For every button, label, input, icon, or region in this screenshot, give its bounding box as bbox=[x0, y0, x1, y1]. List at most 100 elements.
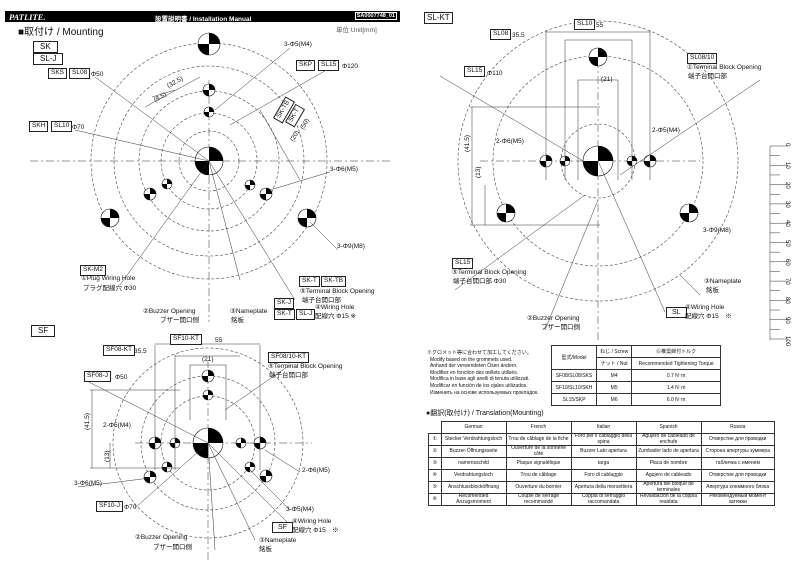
drawing-line bbox=[94, 76, 210, 162]
hole-quadrant bbox=[250, 180, 255, 185]
drawing-line bbox=[224, 364, 291, 411]
ruler-tick-label: 20 bbox=[784, 181, 790, 189]
drawing-line bbox=[259, 109, 301, 181]
label-terminal-block-2: ⑤Terminal Block Opening bbox=[452, 269, 527, 276]
cell-translation: Couple de serrage recommandé bbox=[505, 493, 572, 506]
cell-torque: 0.7 N･m bbox=[631, 369, 721, 382]
table-row: ⑥ Recomended Anzugsmoment Couple de serrag… bbox=[428, 493, 775, 506]
translation-title: ●翻訳(取付け) / Translation(Mounting) bbox=[426, 410, 544, 417]
dim-3phi9-m8: 3-Φ9(M8) bbox=[337, 243, 365, 250]
table-row: ③ namensschild Plaque signalétique targa Pla… bbox=[428, 457, 775, 470]
ruler-tick-label: 10 bbox=[784, 162, 790, 169]
label-terminal-block-2-jp: 端子台開口部 Φ30 bbox=[453, 278, 507, 285]
ruler-tick-label: 50 bbox=[784, 239, 790, 247]
label-nameplate: ③Nameplate bbox=[704, 278, 742, 285]
dim-3phi5-m4: 3-Φ5(M4) bbox=[284, 41, 312, 48]
dim-35-5: 35.5 bbox=[512, 32, 525, 39]
hole-quadrant bbox=[298, 218, 307, 227]
hole-quadrant bbox=[644, 161, 650, 167]
cell-translation: табличка с именем bbox=[700, 457, 775, 470]
torque-table: 型式/Model ねじ / Screw ⑥推奨締付トルク ナット / Nut Reco… bbox=[551, 345, 721, 406]
hole-quadrant bbox=[101, 218, 110, 227]
tag-skp: SKP bbox=[296, 60, 316, 71]
hole-quadrant bbox=[208, 370, 214, 376]
th-model: 型式/Model bbox=[551, 345, 597, 370]
label-terminal-block: ①Terminal Block Opening bbox=[687, 64, 762, 71]
cell-translation: Stecker Verdrahtungsloch bbox=[440, 433, 507, 446]
cell-translation: Апертура клеммного блока bbox=[700, 481, 775, 494]
dim-phi120: Φ120 bbox=[342, 63, 359, 70]
cell-translation: Foro per il cablaggio della spina bbox=[570, 433, 637, 446]
cell-translation: Trou de câblage bbox=[505, 469, 572, 482]
tag-sl08: SL08 bbox=[69, 68, 91, 79]
hole-quadrant bbox=[203, 395, 208, 400]
cell-translation: Apertura del bloque de terminales bbox=[635, 481, 702, 494]
dashed-circle bbox=[492, 55, 704, 267]
hole-quadrant bbox=[110, 209, 119, 218]
cell-translation: Agujero de cableado bbox=[635, 469, 702, 482]
dim-phi70: Φ70 bbox=[124, 504, 137, 511]
table-row: ⑤ Anschlussblocköffnung Ouverture du borni… bbox=[428, 481, 775, 494]
table-row: ① Stecker Verdrahtungsloch Trou de câblage… bbox=[428, 433, 775, 446]
cell-screw: M6 bbox=[595, 393, 633, 406]
hole-quadrant bbox=[241, 438, 246, 443]
th-french: French bbox=[505, 421, 572, 434]
table-row: SL15/SKP M6 6.0 N･m bbox=[551, 393, 721, 406]
hole-quadrant bbox=[565, 156, 570, 161]
hole-quadrant bbox=[260, 476, 266, 482]
note-line: ※グロメット等に合わせて加工してください。 bbox=[427, 350, 532, 356]
dashed-circle bbox=[113, 65, 305, 257]
brand-logo: PATLITE. bbox=[9, 12, 46, 22]
section-title: ■取付け / Mounting bbox=[18, 27, 104, 38]
hole-quadrant bbox=[167, 179, 172, 184]
tag-sl15: SL15 bbox=[464, 66, 486, 77]
label-wiring-hole: ④Wiring Hole bbox=[292, 518, 332, 525]
drawing-line bbox=[454, 194, 586, 291]
row-number: ⑤ bbox=[428, 481, 442, 494]
hole-quadrant bbox=[260, 194, 266, 200]
tag-sf0810kt: SF08/10-KT bbox=[268, 352, 310, 363]
hole-quadrant bbox=[266, 470, 272, 476]
unit-label: 単位 Unit[mm] bbox=[336, 27, 377, 34]
label-buzzer-opening: ②Buzzer Opening bbox=[143, 308, 196, 315]
dim-3phi6-m5: 3-Φ6(M5) bbox=[330, 166, 358, 173]
note-line: Modifiez en fonction des œillets utilisé… bbox=[430, 369, 519, 376]
th-italian: Italian bbox=[570, 421, 637, 434]
drawing-line bbox=[309, 221, 339, 251]
hole-quadrant bbox=[598, 48, 607, 57]
note-line: Modifica in base agli anelli di tenuta u… bbox=[430, 376, 530, 383]
hole-quadrant bbox=[208, 390, 213, 395]
label-terminal-block: ⑤Terminal Block Opening bbox=[300, 288, 375, 295]
label-buzzer-opening: ②Buzzer Opening bbox=[135, 534, 188, 541]
dim-13: (13) bbox=[475, 166, 482, 178]
cell-model: SL15/SKP bbox=[551, 393, 597, 406]
label-terminal-block-jp: 端子台開口部 bbox=[302, 297, 341, 304]
dim-phi110: Φ110 bbox=[487, 70, 503, 77]
hole-quadrant bbox=[208, 428, 223, 443]
label-nameplate: ③Nameplate bbox=[259, 537, 297, 544]
hole-quadrant bbox=[193, 443, 208, 458]
dashed-circle bbox=[138, 90, 280, 232]
hole-quadrant bbox=[260, 437, 266, 443]
cell-translation: Coppia di serraggio raccomandata bbox=[570, 493, 637, 506]
header-title: 設置説明書 / Installation Manual bbox=[155, 16, 252, 23]
hole-quadrant bbox=[266, 188, 272, 194]
hole-quadrant bbox=[175, 438, 180, 443]
hole-quadrant bbox=[209, 84, 215, 90]
th-torque: Recommended Tightening Torque bbox=[631, 357, 721, 370]
hole-quadrant bbox=[144, 194, 150, 200]
dim-3phi9-m8: 3-Φ9(M8) bbox=[703, 227, 731, 234]
tag-sl: SL bbox=[666, 307, 687, 318]
cell-torque: 6.0 N･m bbox=[631, 393, 721, 406]
dim-phi50: Φ50 bbox=[115, 374, 128, 381]
row-number: ③ bbox=[428, 457, 442, 470]
drawing-line bbox=[214, 47, 291, 111]
cell-translation: Verdrahtungsloch bbox=[440, 469, 507, 482]
dim-3phi6-m5: 3-Φ6(M5) bbox=[74, 480, 102, 487]
cell-translation: Отверстие для проводки bbox=[700, 469, 775, 482]
th-torque-jp: ⑥推奨締付トルク bbox=[631, 345, 721, 358]
th-nut: ナット / Nut bbox=[595, 357, 633, 370]
cell-translation: Revalidación de la coppia reaidata bbox=[635, 493, 702, 506]
hole-quadrant bbox=[170, 443, 175, 448]
